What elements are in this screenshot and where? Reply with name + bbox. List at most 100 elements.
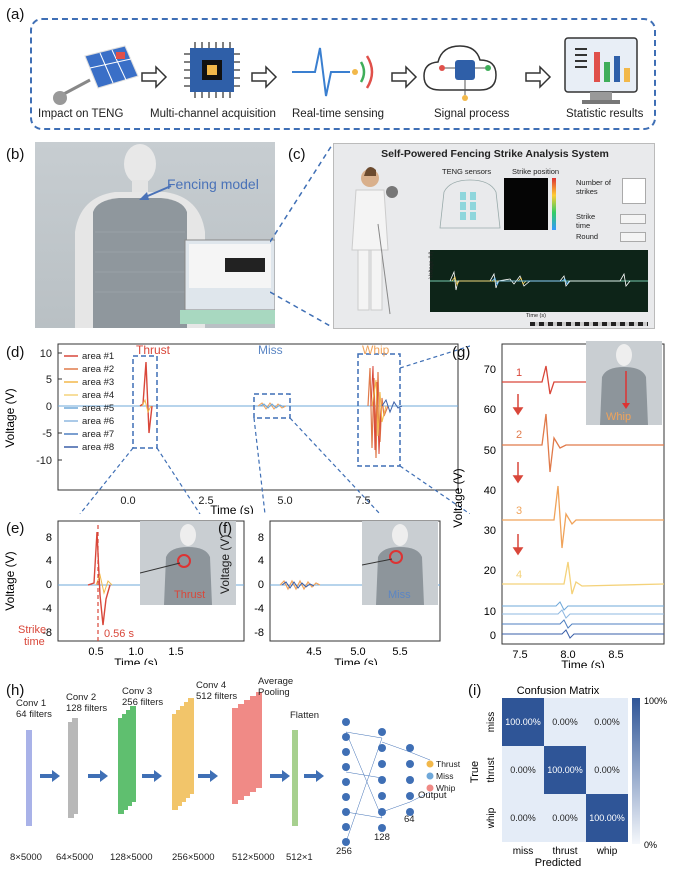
g-label-4: 4 xyxy=(516,569,522,581)
svg-text:5.0: 5.0 xyxy=(350,646,365,658)
pipeline-icons xyxy=(53,37,638,105)
thrust-photo: Thrust xyxy=(140,521,236,605)
teng-panel-icon xyxy=(53,45,139,105)
cnn-layer-2-name: Conv 2 128 filters xyxy=(66,692,108,714)
cm-row-label: miss xyxy=(486,712,497,733)
svg-text:4: 4 xyxy=(258,555,264,567)
cnn-diagram xyxy=(26,692,434,846)
cm-cell-value: 100.00% xyxy=(505,717,541,727)
panel-label-b: (b) xyxy=(6,146,25,163)
cm-col-label: thrust xyxy=(552,846,577,857)
d-thrust-box xyxy=(132,355,158,449)
f-ylabel: Voltage (V) xyxy=(218,534,232,594)
cnn-node-128: 128 xyxy=(374,832,390,843)
d-ann-thrust: Thrust xyxy=(136,343,171,357)
cm-cell xyxy=(502,698,544,746)
g-trace-1 xyxy=(502,365,596,395)
cb-min: 0% xyxy=(644,840,657,850)
step-acquisition: Multi-channel acquisition xyxy=(150,108,276,120)
panel-label-f: (f) xyxy=(218,520,233,537)
torso-sensor-map xyxy=(439,179,501,229)
svg-text:8: 8 xyxy=(258,532,264,544)
cnn-output-label: Output xyxy=(418,790,447,801)
cnn-layer-3-name: Conv 3 256 filters xyxy=(122,686,164,708)
d-ann-miss: Miss xyxy=(258,343,283,357)
cnn-node-64: 64 xyxy=(404,814,415,825)
g-xlabel: Time (s) xyxy=(561,658,605,668)
svg-text:0: 0 xyxy=(46,579,52,591)
e-tag: Thrust xyxy=(174,589,206,601)
svg-text:30: 30 xyxy=(484,525,496,537)
fencing-model-photo: Fencing model xyxy=(35,142,275,328)
g-ylabel: Voltage (V) xyxy=(451,468,465,527)
d-whip-box xyxy=(357,353,401,467)
cnn-output-classes: Thrust Miss Whip xyxy=(436,758,460,794)
legend-area2: area #2 xyxy=(82,364,114,375)
d-thrust-trace xyxy=(139,361,153,434)
e-xlabel: Time (s) xyxy=(114,656,158,665)
cm-cell-value: 0.00% xyxy=(510,813,536,823)
cnn-size-2: 64×5000 xyxy=(56,852,94,863)
cnn-layer-1-name: Conv 1 64 filters xyxy=(16,698,52,720)
d-miss-trace xyxy=(257,402,287,410)
d-ann-whip: Whip xyxy=(362,343,390,357)
cm-col-label: miss xyxy=(513,846,534,857)
teng-sensors-label: TENG sensors xyxy=(442,167,492,176)
cm-cell-value: 100.00% xyxy=(547,765,583,775)
fencing-model-label: Fencing model xyxy=(167,176,259,192)
step-signal: Signal process xyxy=(434,108,510,120)
cm-cell-value: 0.00% xyxy=(510,765,536,775)
chart-f-svg: 8 4 0 -4 -8 4.5 5.0 5.5 Time (s) xyxy=(254,520,441,665)
screen-time-axis: Time (s) xyxy=(526,313,546,319)
confusion-matrix-svg: Confusion Matrix 100.00% 0.00% 0.00% miss 0.… xyxy=(470,685,667,869)
svg-text:5.5: 5.5 xyxy=(392,646,407,658)
cm-cell xyxy=(544,698,586,746)
svg-text:20: 20 xyxy=(484,565,496,577)
e-time-mark: 0.56 s xyxy=(104,628,134,640)
cnn-size-3: 128×5000 xyxy=(110,852,153,863)
round-label: Round xyxy=(576,232,599,241)
e-thrust-trace xyxy=(87,531,111,626)
cm-cell-value: 0.00% xyxy=(594,717,620,727)
g-trace-2 xyxy=(502,413,664,473)
miss-photo: Miss xyxy=(362,521,438,605)
panel-label-g: (g) xyxy=(452,344,471,361)
g-tag: Whip xyxy=(606,411,632,423)
fencer-figure xyxy=(351,167,398,315)
cb-max: 100% xyxy=(644,696,667,706)
svg-text:0.5: 0.5 xyxy=(88,646,103,658)
f-tag: Miss xyxy=(388,589,411,601)
svg-text:-4: -4 xyxy=(42,603,52,615)
output-miss: Miss xyxy=(436,771,454,781)
e-ylabel: Voltage (V) xyxy=(3,551,17,610)
d-miss-box xyxy=(253,393,291,419)
e-strike-label-1: Strike xyxy=(18,624,46,636)
svg-text:4: 4 xyxy=(46,555,52,567)
d-xtick-0: 0.0 xyxy=(120,495,135,507)
step-statistic: Statistic results xyxy=(566,108,644,120)
d-xtick-25: 2.5 xyxy=(198,495,213,507)
pipeline-box xyxy=(30,18,656,130)
f-xlabel: Time (s) xyxy=(334,656,378,665)
legend-area3: area #3 xyxy=(82,377,114,388)
svg-text:8.5: 8.5 xyxy=(608,649,623,661)
svg-text:40: 40 xyxy=(484,485,496,497)
g-label-3: 3 xyxy=(516,505,522,517)
screen-voltage-axis: Voltage (V) xyxy=(428,251,435,279)
chip-icon xyxy=(184,42,240,98)
cm-cell xyxy=(502,746,544,794)
number-of-strikes-label: Number of strikes xyxy=(576,178,612,196)
cm-row-label: thrust xyxy=(486,757,497,782)
g-label-1: 1 xyxy=(516,367,522,379)
svg-text:1.5: 1.5 xyxy=(168,646,183,658)
panel-label-e: (e) xyxy=(6,520,25,537)
legend-area8: area #8 xyxy=(82,442,114,453)
cm-cell xyxy=(586,746,628,794)
d-xlabel: Time (s) xyxy=(210,503,254,514)
cm-cell xyxy=(544,794,586,842)
signal-wave-icon xyxy=(292,47,374,97)
svg-text:-8: -8 xyxy=(42,627,52,639)
svg-text:10: 10 xyxy=(484,606,496,618)
legend-area1: area #1 xyxy=(82,351,114,362)
cnn-size-6: 512×1 xyxy=(286,852,313,863)
